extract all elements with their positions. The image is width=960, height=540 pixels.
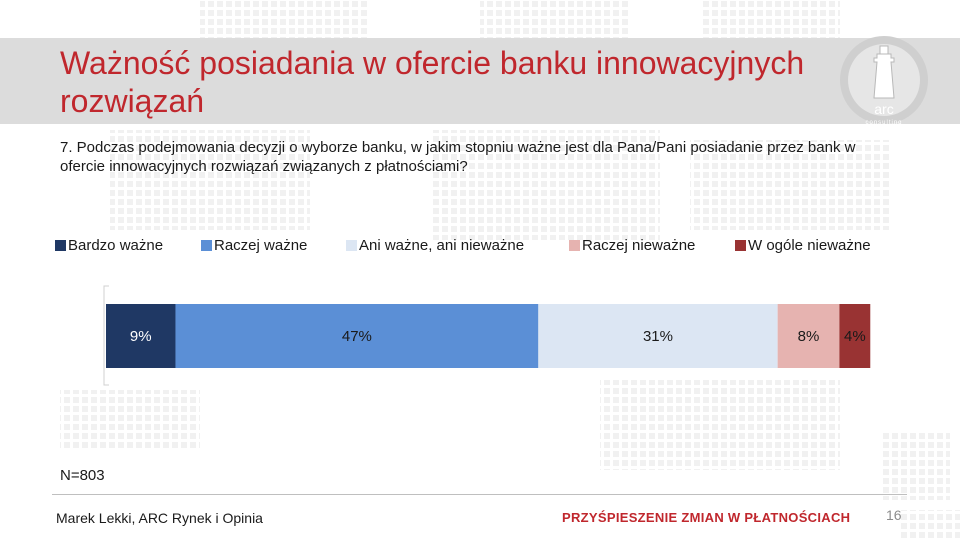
category-axis-bracket xyxy=(103,285,109,386)
legend-label: Raczej ważne xyxy=(214,237,308,254)
bar-data-label-4: 4% xyxy=(844,328,866,345)
bar-segment-1 xyxy=(175,304,539,368)
legend-swatch xyxy=(735,240,746,251)
slide-title: Ważność posiadania w ofercie banku innow… xyxy=(60,45,805,119)
bar-segment-0 xyxy=(106,304,176,368)
footer-divider xyxy=(52,494,907,495)
bar-data-label-0: 9% xyxy=(130,328,152,345)
title-band xyxy=(0,38,960,124)
footer-author: Marek Lekki, ARC Rynek i Opinia xyxy=(56,510,263,526)
logo-subtext: consulting xyxy=(865,120,902,126)
page-number: 16 xyxy=(886,507,902,523)
bar-data-label-3: 8% xyxy=(798,328,820,345)
legend-swatch xyxy=(569,240,580,251)
arc-logo: arc consulting xyxy=(840,36,928,126)
legend-label: Raczej nieważne xyxy=(582,237,696,254)
legend-swatch xyxy=(55,240,66,251)
survey-question: 7. Podczas podejmowania decyzji o wyborz… xyxy=(60,139,856,175)
logo-text: arc xyxy=(874,101,893,117)
footer-slogan: PRZYŚPIESZENIE ZMIAN W PŁATNOŚCIACH xyxy=(562,510,851,525)
legend-swatch xyxy=(346,240,357,251)
legend-label: W ogóle nieważne xyxy=(748,237,871,254)
bar-segment-2 xyxy=(538,304,778,368)
legend-swatch xyxy=(201,240,212,251)
bar-segments: 9% 47% 31% 8% 4% xyxy=(106,304,871,368)
legend-label: Bardzo ważne xyxy=(68,237,164,254)
sample-size: N=803 xyxy=(60,467,105,484)
bar-segment-3 xyxy=(777,304,840,368)
bar-data-label-1: 47% xyxy=(342,328,372,345)
bar-data-label-2: 31% xyxy=(643,328,673,345)
bar-segment-4 xyxy=(839,304,871,368)
legend-label: Ani ważne, ani nieważne xyxy=(359,237,525,254)
